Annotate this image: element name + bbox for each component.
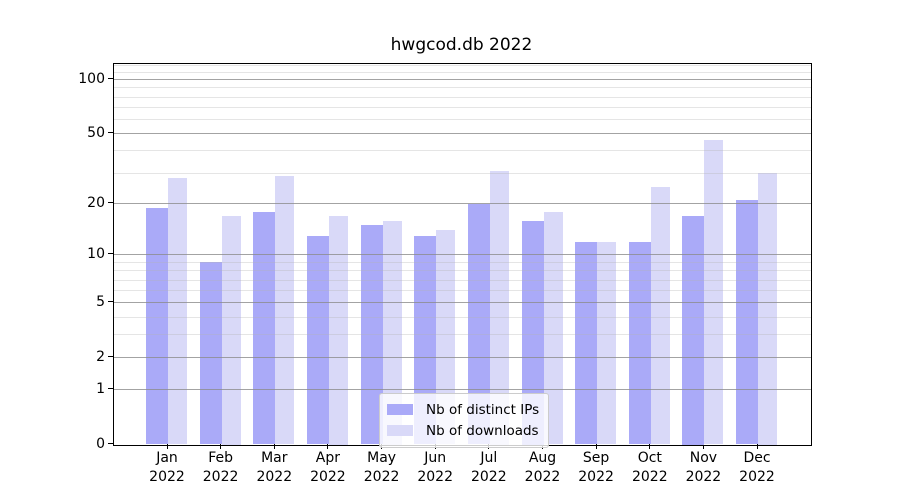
x-tick-label-jan: Jan 2022 xyxy=(149,450,185,485)
gridline-minor xyxy=(114,119,811,120)
y-tick-label: 5 xyxy=(96,293,105,310)
grid-layer xyxy=(114,64,811,445)
bar-distinct-ips-jul xyxy=(467,203,490,445)
bar-downloads-may xyxy=(382,220,402,445)
y-tick-label: 50 xyxy=(87,124,105,141)
gridline-minor xyxy=(114,71,811,73)
legend-label-distinct-ips: Nb of distinct IPs xyxy=(426,401,540,418)
x-tick-label-may: May 2022 xyxy=(363,450,400,485)
gridline-major xyxy=(114,302,811,304)
gridline-minor xyxy=(114,270,811,272)
x-tick-label-mar: Mar 2022 xyxy=(256,450,293,485)
gridline-minor xyxy=(114,279,811,281)
gridline-minor xyxy=(114,87,811,89)
bar-distinct-ips-feb xyxy=(199,262,222,445)
gridline-minor xyxy=(114,261,811,263)
legend-label-downloads: Nb of downloads xyxy=(426,422,539,439)
x-tick-label-apr: Apr 2022 xyxy=(310,450,346,485)
gridline-major xyxy=(114,133,811,135)
bar-downloads-aug xyxy=(543,211,563,445)
plot-area: Nb of distinct IPs Nb of downloads xyxy=(113,63,812,448)
bar-distinct-ips-sep xyxy=(575,241,598,445)
gridline-minor xyxy=(114,96,811,98)
x-tick-label-feb: Feb 2022 xyxy=(202,450,239,485)
y-tick-label: 20 xyxy=(87,194,105,211)
x-tick-label-sep: Sep 2022 xyxy=(578,450,614,485)
legend-row-distinct-ips: Nb of distinct IPs xyxy=(387,399,539,420)
gridline-major xyxy=(114,357,811,359)
bar-downloads-mar xyxy=(275,175,295,445)
gridline-major xyxy=(114,203,811,205)
gridline-minor xyxy=(114,316,811,318)
bar-distinct-ips-jan xyxy=(146,207,168,445)
bar-downloads-jun xyxy=(436,230,456,445)
chart-title: hwgcod.db 2022 xyxy=(390,35,533,55)
x-tick-label-aug: Aug 2022 xyxy=(524,450,561,485)
gridline-minor xyxy=(114,290,811,292)
x-tick-label-nov: Nov 2022 xyxy=(685,450,722,485)
gridline-minor xyxy=(114,64,811,66)
gridline-major xyxy=(114,254,811,256)
legend: Nb of distinct IPs Nb of downloads xyxy=(379,393,550,448)
bar-downloads-feb xyxy=(221,216,241,445)
x-tick-label-oct: Oct 2022 xyxy=(631,450,668,485)
legend-swatch-downloads xyxy=(387,425,413,436)
bar-downloads-jan xyxy=(168,178,187,445)
y-tick-label: 2 xyxy=(96,348,105,365)
bar-distinct-ips-mar xyxy=(253,211,276,445)
y-tick-label: 10 xyxy=(87,245,105,262)
x-tick-label-jul: Jul 2022 xyxy=(470,450,507,485)
gridline-minor xyxy=(114,150,811,152)
x-tick-label-dec: Dec 2022 xyxy=(739,450,775,485)
y-tick-label: 100 xyxy=(78,70,105,87)
y-tick-label: 0 xyxy=(96,435,105,452)
bar-downloads-nov xyxy=(704,140,724,445)
bar-downloads-apr xyxy=(328,216,348,445)
bar-distinct-ips-aug xyxy=(521,220,544,445)
bar-downloads-jul xyxy=(489,170,509,445)
bar-distinct-ips-apr xyxy=(306,235,329,445)
bar-distinct-ips-dec xyxy=(736,200,758,445)
bar-distinct-ips-nov xyxy=(682,216,705,445)
bar-downloads-sep xyxy=(597,241,617,445)
legend-swatch-distinct-ips xyxy=(387,404,413,415)
gridline-minor xyxy=(114,334,811,336)
bar-downloads-oct xyxy=(650,186,670,445)
bar-downloads-dec xyxy=(758,173,777,445)
bars-layer xyxy=(114,64,811,445)
x-tick-label-jun: Jun 2022 xyxy=(417,450,453,485)
gridline-major xyxy=(114,389,811,391)
legend-row-downloads: Nb of downloads xyxy=(387,420,539,441)
y-tick-label: 1 xyxy=(96,380,105,397)
gridline-major xyxy=(114,79,811,81)
gridline-minor xyxy=(114,172,811,174)
bar-distinct-ips-jun xyxy=(414,235,437,445)
bar-distinct-ips-oct xyxy=(628,241,651,445)
gridline-minor xyxy=(114,106,811,108)
